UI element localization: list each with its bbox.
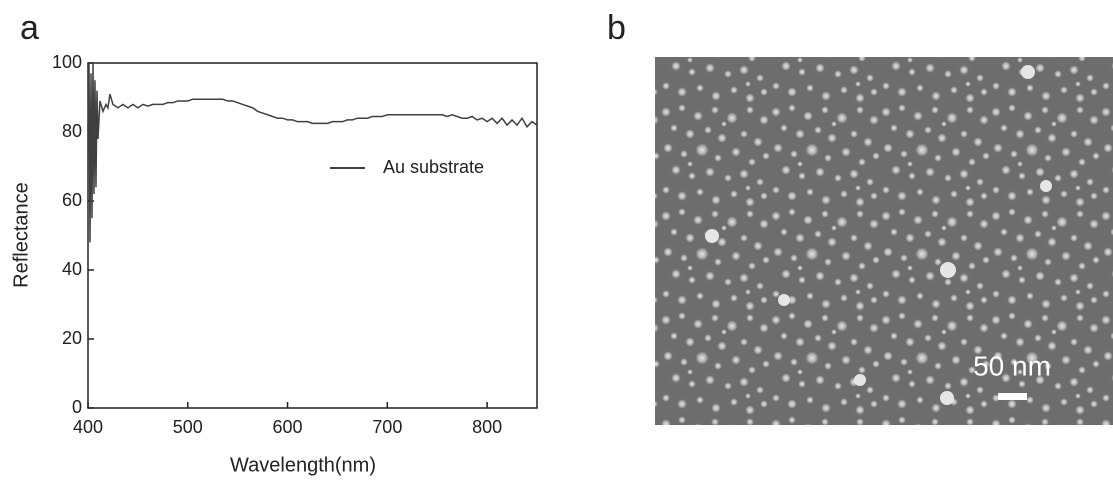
- x-tick-label: 600: [273, 417, 303, 437]
- plot-frame: [87, 62, 538, 409]
- x-tick-label: 700: [372, 417, 402, 437]
- x-tick-label: 500: [173, 417, 203, 437]
- data-line: [87, 62, 538, 243]
- y-tick-label: 100: [52, 52, 82, 72]
- y-tick-label: 40: [62, 259, 82, 279]
- panel-label: a: [20, 9, 39, 47]
- y-tick-label: 80: [62, 121, 82, 141]
- sem-image: [655, 57, 1113, 425]
- panel-label: b: [607, 9, 626, 47]
- y-tick-label: 60: [62, 190, 82, 210]
- scale-bar-label: 50 nm: [973, 350, 1051, 381]
- y-tick-label: 20: [62, 328, 82, 348]
- y-axis-label: Reflectance: [10, 182, 32, 288]
- x-axis-label: Wavelength(nm): [230, 454, 376, 476]
- legend-label: Au substrate: [383, 157, 484, 177]
- x-tick-label: 400: [73, 417, 103, 437]
- sem-highlights: [705, 65, 1052, 405]
- scale-bar: [998, 393, 1027, 400]
- x-tick-label: 800: [472, 417, 502, 437]
- y-tick-label: 0: [72, 397, 82, 417]
